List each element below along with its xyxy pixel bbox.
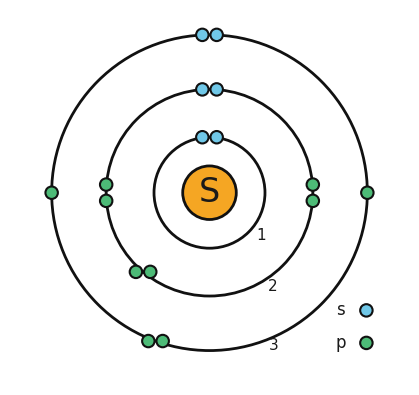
Circle shape: [196, 83, 209, 96]
Circle shape: [144, 266, 156, 278]
Circle shape: [307, 195, 319, 207]
Circle shape: [183, 166, 236, 220]
Text: 2: 2: [267, 279, 277, 294]
Circle shape: [361, 186, 374, 199]
Circle shape: [45, 186, 58, 199]
Circle shape: [210, 83, 223, 96]
Circle shape: [210, 29, 223, 41]
Circle shape: [210, 131, 223, 143]
Circle shape: [360, 337, 372, 349]
Text: 3: 3: [269, 338, 279, 353]
Circle shape: [307, 179, 319, 191]
Text: 1: 1: [256, 228, 266, 243]
Circle shape: [100, 195, 112, 207]
Circle shape: [360, 304, 372, 317]
Circle shape: [156, 335, 169, 347]
Circle shape: [196, 29, 209, 41]
Circle shape: [196, 131, 209, 143]
Circle shape: [130, 266, 142, 278]
Circle shape: [100, 179, 112, 191]
Text: S: S: [199, 176, 220, 209]
Text: p: p: [336, 334, 346, 352]
Circle shape: [142, 335, 155, 347]
Text: s: s: [336, 301, 344, 320]
